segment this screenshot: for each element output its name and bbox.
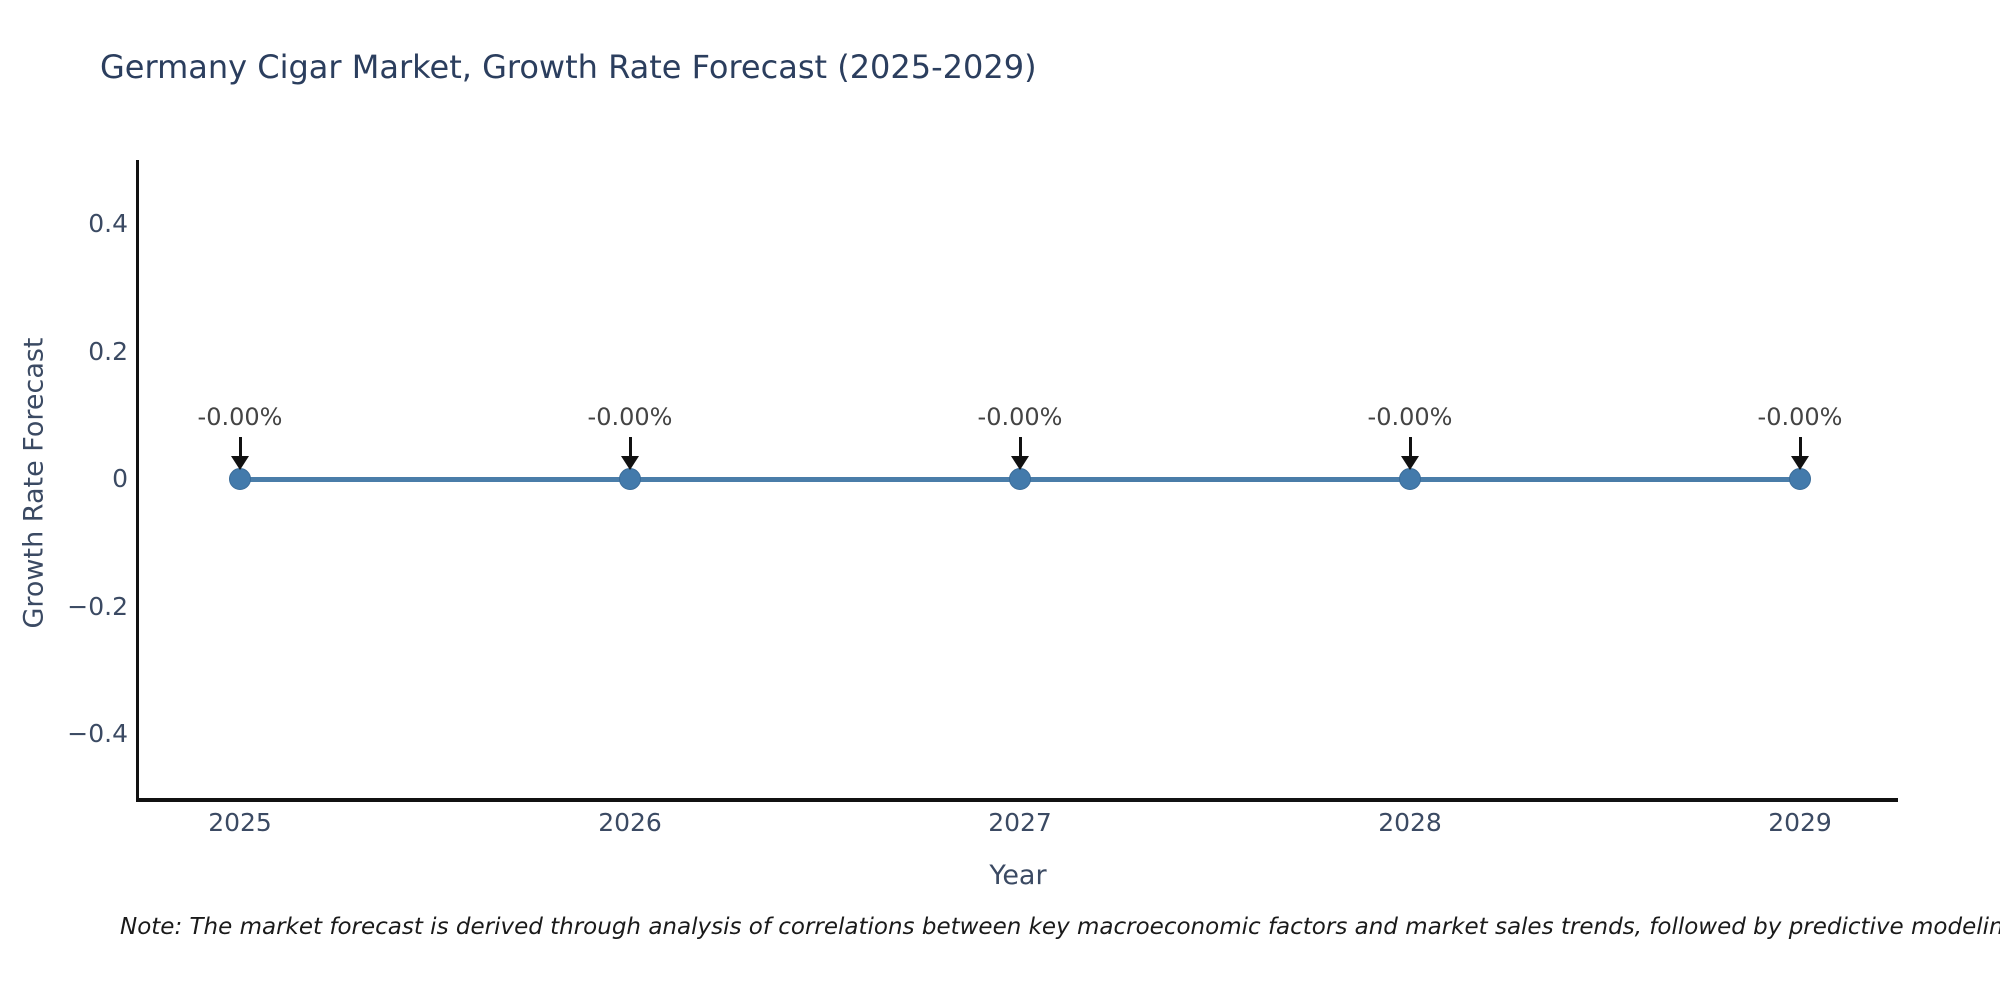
- annotation-arrow-shaft: [1018, 437, 1022, 459]
- x-axis-title: Year: [989, 860, 1047, 891]
- x-tick-label: 2026: [598, 808, 662, 837]
- x-tick-label: 2027: [988, 808, 1052, 837]
- footnote: Note: The market forecast is derived thr…: [120, 914, 2000, 940]
- chart-title: Germany Cigar Market, Growth Rate Foreca…: [100, 48, 1037, 86]
- annotation-arrow-shaft: [238, 437, 242, 459]
- annotation-arrow-shaft: [628, 437, 632, 459]
- data-point-marker: [1399, 468, 1421, 490]
- annotation-arrow-shaft: [1408, 437, 1412, 459]
- annotation-arrow-down-icon: [1011, 456, 1029, 470]
- annotation-arrow-down-icon: [231, 456, 249, 470]
- y-tick-label: −0.2: [67, 591, 128, 621]
- y-tick-label: −0.4: [67, 719, 128, 748]
- y-tick-label: 0.4: [88, 209, 128, 238]
- x-tick-label: 2029: [1768, 808, 1832, 837]
- x-tick-label: 2025: [208, 808, 272, 837]
- data-point-marker: [229, 468, 251, 490]
- annotation-arrow-shaft: [1798, 437, 1802, 459]
- point-annotation-label: -0.00%: [1367, 403, 1453, 431]
- point-annotation-label: -0.00%: [977, 403, 1063, 431]
- data-point-marker: [1009, 468, 1031, 490]
- y-tick-label: 0: [112, 464, 128, 493]
- y-tick-label: 0.2: [88, 336, 128, 366]
- annotation-arrow-down-icon: [1791, 456, 1809, 470]
- data-point-marker: [619, 468, 641, 490]
- annotation-arrow-down-icon: [621, 456, 639, 470]
- x-tick-label: 2028: [1378, 808, 1442, 837]
- point-annotation-label: -0.00%: [197, 403, 283, 431]
- x-axis-line: [136, 798, 1898, 802]
- point-annotation-label: -0.00%: [1757, 403, 1843, 431]
- annotation-arrow-down-icon: [1401, 456, 1419, 470]
- point-annotation-label: -0.00%: [587, 403, 673, 431]
- y-axis-line: [136, 160, 139, 802]
- data-point-marker: [1789, 468, 1811, 490]
